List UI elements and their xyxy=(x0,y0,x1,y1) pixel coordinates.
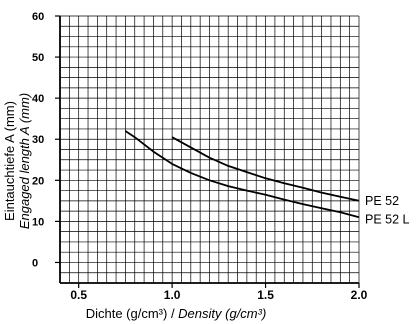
x-tick-label: 0.5 xyxy=(70,288,87,302)
x-tick-label: 1.5 xyxy=(257,288,274,302)
y-tick-label: 60 xyxy=(32,11,44,23)
y-axis-label: Eintauchtiefe A (mm) xyxy=(2,101,17,221)
y-tick-label: 50 xyxy=(32,52,44,64)
series-label-2: PE 52 L xyxy=(365,212,410,226)
y-tick-label: 20 xyxy=(32,175,44,187)
y-tick-label: 40 xyxy=(32,93,44,105)
x-tick-label: 1.0 xyxy=(164,288,181,302)
y-tick-label: 10 xyxy=(32,216,44,228)
axes xyxy=(55,15,360,288)
x-tick-label: 2.0 xyxy=(351,288,368,302)
y-tick-label: 0 xyxy=(32,257,38,269)
series-label-1: PE 52 xyxy=(365,194,399,208)
series-line-2 xyxy=(124,130,360,219)
tick-labels: 0 10 20 30 40 50 60 0.5 1.0 1.5 2.0 xyxy=(32,11,368,302)
x-axis-label-separator: / xyxy=(167,306,178,321)
x-axis-label: Dichte (g/cm³) xyxy=(86,306,168,321)
y-axis-label-english: Engaged length A (mm) xyxy=(17,93,32,229)
y-tick-label: 30 xyxy=(32,134,44,146)
series-lines: PE 52 PE 52 L xyxy=(124,130,410,226)
x-axis-label-english: Density (g/cm³) xyxy=(178,306,266,321)
grid xyxy=(59,15,360,284)
series-line-1 xyxy=(171,136,360,202)
x-axis-label-group: Dichte (g/cm³) / Density (g/cm³) xyxy=(86,306,267,321)
